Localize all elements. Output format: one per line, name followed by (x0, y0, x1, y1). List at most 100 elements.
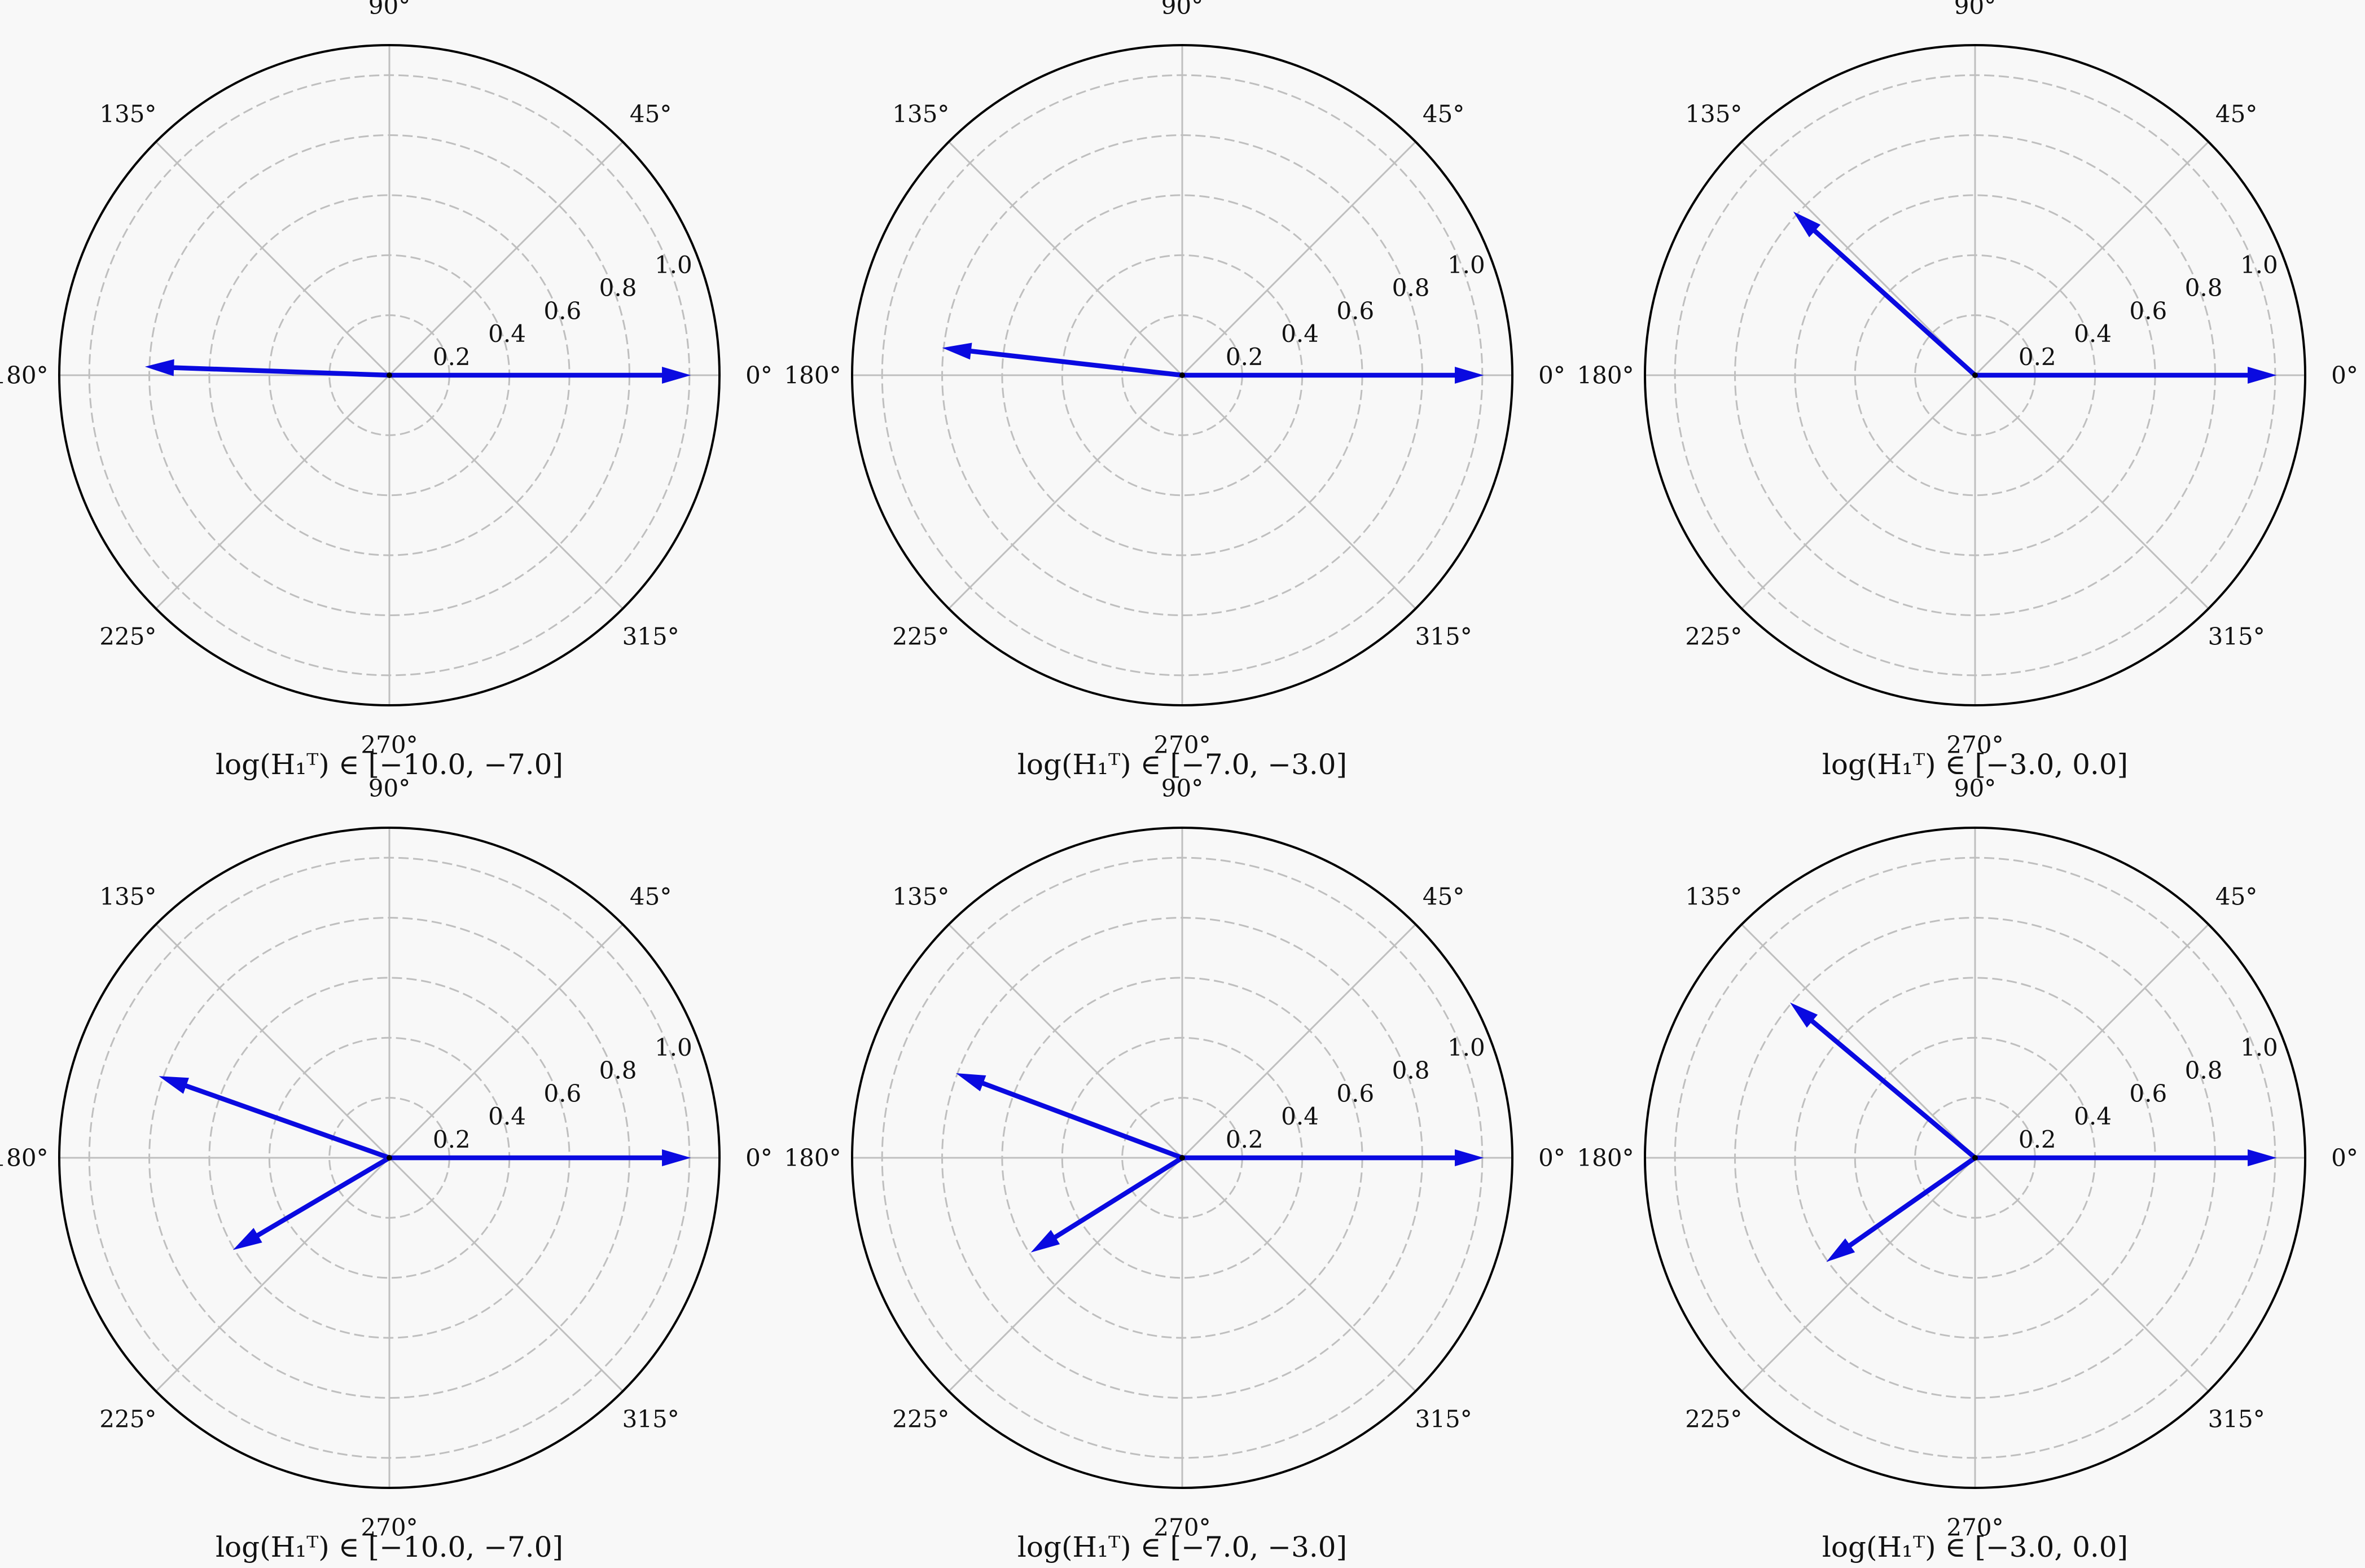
angular-gridline-135 (948, 141, 1183, 376)
angular-gridline-315 (1974, 374, 2209, 609)
polar-frame (1644, 827, 2306, 1489)
angle-tick-label: 45° (2215, 100, 2257, 128)
angle-tick-label: 180° (1577, 362, 1634, 389)
angular-gridline-135 (1741, 924, 1976, 1159)
polar-origin (1179, 372, 1185, 378)
angle-tick-label: 315° (1415, 623, 1472, 651)
angular-gridline-135 (948, 924, 1183, 1159)
angular-gridline-45 (388, 141, 624, 376)
angular-gridline-135 (155, 141, 390, 376)
radial-tick-label: 0.6 (543, 1079, 581, 1107)
angular-gridline-135 (1741, 141, 1976, 376)
vector-arrow-1 (1182, 1149, 1484, 1166)
radial-tick-label: 1.0 (655, 251, 692, 279)
angular-gridline-135 (155, 924, 390, 1159)
angular-gridline-45 (388, 924, 624, 1159)
radial-tick-label: 0.2 (2019, 343, 2056, 371)
angular-gridline-45 (1181, 141, 1416, 376)
polar-panel-5: 0° 45° 90° 135° 180° 225° 270° 315° 0.2 0.4 0.6 0.8… (784, 775, 1565, 1564)
radial-tick-label: 1.0 (1447, 1034, 1485, 1061)
angle-tick-label: 270° (1946, 1514, 2003, 1541)
vector-arrow-1 (389, 1149, 691, 1166)
angle-tick-label: 0° (2331, 1144, 2358, 1172)
radial-tick-label: 0.8 (599, 274, 637, 302)
radial-tick-label: 0.6 (2129, 1079, 2167, 1107)
angle-tick-label: 180° (1577, 1144, 1634, 1172)
polar-frame (58, 44, 721, 706)
angle-tick-label: 0° (1538, 1144, 1565, 1172)
panel-xlabel: log(H₁ᵀ) ∈ [−10.0, −7.0] (216, 748, 563, 781)
angle-tick-label: 135° (99, 100, 156, 128)
vector-arrow-2 (1790, 1002, 1977, 1160)
angle-tick-label: 315° (1415, 1406, 1472, 1433)
radial-tick-label: 0.8 (599, 1057, 637, 1084)
radial-tick-label: 0.4 (1281, 1103, 1319, 1130)
angle-tick-label: 270° (1946, 731, 2003, 759)
angle-tick-label: 45° (1423, 882, 1464, 910)
polar-panel-1: 0° 45° 90° 135° 180° 225° 270° 315° 0.2 0.4 0.6 0.8… (0, 0, 773, 781)
angle-tick-label: 270° (1153, 1514, 1210, 1541)
angular-gridline-315 (1974, 1157, 2209, 1392)
radial-tick-label: 0.2 (433, 343, 471, 371)
vector-arrow-1 (1975, 1149, 2277, 1166)
angle-tick-label: 90° (1954, 775, 1996, 802)
polar-origin (1972, 372, 1978, 378)
radial-tick-label: 0.4 (2074, 320, 2112, 348)
angular-gridline-45 (1974, 924, 2209, 1159)
angle-tick-label: 0° (1538, 362, 1565, 389)
vector-arrow-1 (1975, 367, 2277, 384)
vector-arrow-2 (955, 1073, 1184, 1161)
polar-frame (851, 44, 1513, 706)
panel-xlabel: log(H₁ᵀ) ∈ [−10.0, −7.0] (216, 1531, 563, 1563)
angular-gridline-225 (1741, 374, 1976, 609)
angle-tick-label: 225° (892, 623, 949, 651)
polar-panel-2: 0° 45° 90° 135° 180° 225° 270° 315° 0.2 0.4 0.6 0.8… (784, 0, 1565, 781)
angular-gridline-45 (1974, 141, 2209, 376)
polar-origin (387, 1155, 392, 1161)
polar-frame (851, 827, 1513, 1489)
radial-tick-label: 0.6 (1336, 1079, 1374, 1107)
polar-frame (1644, 44, 2306, 706)
angle-tick-label: 180° (0, 362, 49, 389)
radial-tick-label: 1.0 (1447, 251, 1485, 279)
angular-gridline-45 (1181, 924, 1416, 1159)
angle-tick-label: 90° (1161, 775, 1203, 802)
angle-tick-label: 315° (622, 623, 679, 651)
vector-arrow-3 (232, 1155, 391, 1250)
radial-tick-label: 0.4 (1281, 320, 1319, 348)
angle-tick-label: 0° (745, 1144, 773, 1172)
vector-arrow-2 (942, 342, 1183, 378)
angle-tick-label: 225° (99, 1406, 156, 1433)
radial-tick-label: 0.2 (433, 1126, 471, 1153)
angle-tick-label: 0° (2331, 362, 2358, 389)
angle-tick-label: 90° (368, 775, 410, 802)
panel-xlabel: log(H₁ᵀ) ∈ [−3.0, 0.0] (1822, 1531, 2128, 1563)
radial-tick-label: 0.2 (2019, 1126, 2056, 1153)
panel-xlabel: log(H₁ᵀ) ∈ [−7.0, −3.0] (1017, 748, 1347, 781)
angle-tick-label: 315° (2208, 1406, 2265, 1433)
radial-tick-label: 1.0 (2240, 1034, 2278, 1061)
angular-gridline-225 (948, 374, 1183, 609)
vector-arrow-1 (389, 367, 691, 384)
angle-tick-label: 135° (1685, 882, 1742, 910)
radial-tick-label: 0.8 (2185, 274, 2223, 302)
angle-tick-label: 45° (1423, 100, 1464, 128)
angle-tick-label: 0° (745, 362, 773, 389)
radial-tick-label: 0.4 (488, 320, 526, 348)
angle-tick-label: 90° (1161, 0, 1203, 20)
radial-tick-label: 0.8 (2185, 1057, 2223, 1084)
angular-gridline-225 (155, 374, 390, 609)
radial-tick-label: 0.6 (2129, 297, 2167, 324)
angle-tick-label: 90° (368, 0, 410, 20)
polar-origin (387, 372, 392, 378)
radial-tick-label: 0.4 (2074, 1103, 2112, 1130)
angle-tick-label: 135° (99, 882, 156, 910)
radial-tick-label: 0.6 (1336, 297, 1374, 324)
angle-tick-label: 315° (622, 1406, 679, 1433)
angle-tick-label: 135° (892, 882, 949, 910)
polar-frame (58, 827, 721, 1489)
radial-tick-label: 0.8 (1392, 274, 1430, 302)
angle-tick-label: 225° (99, 623, 156, 651)
angle-tick-label: 270° (1153, 731, 1210, 759)
